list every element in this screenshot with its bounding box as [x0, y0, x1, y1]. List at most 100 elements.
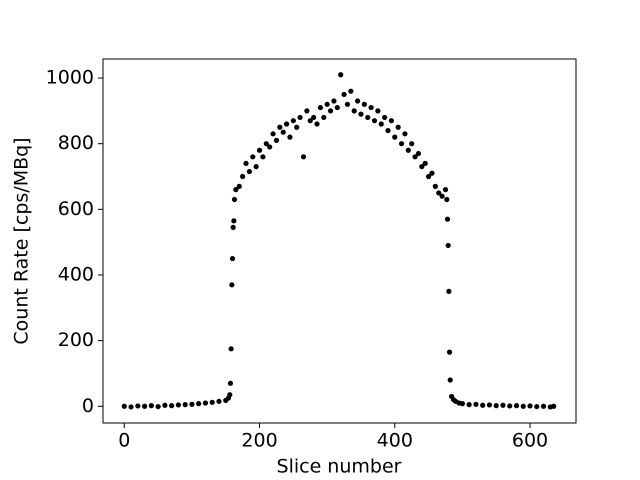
- point: [270, 131, 276, 137]
- point: [250, 154, 256, 160]
- point: [507, 403, 513, 409]
- point: [233, 187, 239, 193]
- point: [382, 114, 388, 121]
- point: [442, 187, 449, 193]
- point: [327, 108, 334, 114]
- point: [230, 224, 236, 230]
- point: [375, 108, 381, 114]
- point: [466, 402, 472, 408]
- point: [480, 402, 486, 408]
- point: [263, 141, 269, 147]
- point: [354, 98, 361, 104]
- point: [283, 121, 290, 127]
- point: [429, 170, 435, 176]
- point: [446, 288, 452, 294]
- point: [459, 401, 465, 407]
- point: [307, 118, 313, 124]
- point: [202, 400, 209, 406]
- point: [135, 403, 141, 409]
- point: [348, 88, 354, 94]
- point: [273, 137, 280, 143]
- point: [297, 114, 303, 121]
- point: [341, 91, 347, 98]
- point: [267, 144, 273, 150]
- point: [415, 150, 422, 157]
- point: [304, 108, 310, 114]
- point: [121, 403, 127, 409]
- point: [228, 346, 234, 352]
- point: [155, 403, 161, 410]
- point: [182, 402, 188, 408]
- x-tick-label: 400: [377, 430, 413, 452]
- point: [436, 190, 442, 196]
- y-axis-label: Count Rate [cps/MBq]: [11, 137, 33, 344]
- point: [520, 403, 526, 409]
- point: [300, 154, 307, 160]
- point: [240, 173, 246, 180]
- point: [378, 121, 384, 127]
- point: [209, 399, 215, 405]
- point: [432, 183, 438, 189]
- point: [169, 403, 175, 409]
- point: [338, 72, 344, 78]
- point: [128, 404, 134, 410]
- point: [227, 392, 233, 398]
- point: [444, 196, 450, 203]
- point: [196, 401, 202, 407]
- point: [231, 196, 238, 203]
- point: [395, 124, 401, 130]
- point: [331, 98, 337, 104]
- x-tick-label: 200: [241, 430, 277, 452]
- point: [231, 218, 237, 224]
- point: [385, 127, 391, 134]
- point: [287, 134, 293, 140]
- point: [425, 173, 432, 180]
- point: [419, 164, 425, 170]
- point: [361, 101, 367, 107]
- point: [527, 403, 533, 409]
- point: [392, 134, 398, 140]
- plot-frame: [102, 58, 577, 424]
- point: [493, 403, 499, 409]
- x-tick-label: 600: [512, 430, 548, 452]
- point: [534, 403, 540, 410]
- point: [365, 114, 371, 121]
- point: [162, 402, 168, 408]
- point: [229, 282, 235, 288]
- point: [473, 401, 479, 407]
- y-tick-label: 800: [58, 132, 94, 154]
- point: [256, 147, 263, 153]
- point: [444, 216, 451, 222]
- y-tick-label: 1000: [46, 67, 94, 89]
- point: [344, 101, 351, 107]
- point: [445, 242, 451, 249]
- point: [513, 403, 520, 409]
- point: [324, 101, 330, 107]
- point: [334, 104, 340, 111]
- point: [500, 402, 506, 408]
- y-tick-label: 200: [58, 329, 94, 351]
- y-tick-label: 600: [58, 198, 94, 220]
- point: [321, 114, 327, 121]
- point: [189, 401, 195, 407]
- point: [260, 154, 266, 160]
- point: [317, 104, 323, 111]
- point: [314, 121, 320, 127]
- point: [439, 193, 445, 199]
- point: [148, 403, 154, 409]
- point: [311, 114, 317, 121]
- point: [368, 104, 374, 111]
- point: [294, 124, 300, 130]
- y-tick-label: 0: [82, 395, 94, 417]
- point: [236, 183, 242, 189]
- point: [447, 377, 453, 383]
- point: [405, 147, 411, 153]
- point: [175, 402, 181, 408]
- point: [243, 160, 249, 166]
- point: [246, 168, 252, 175]
- point: [229, 255, 236, 262]
- point: [402, 131, 408, 137]
- point: [398, 141, 405, 147]
- point: [141, 403, 148, 409]
